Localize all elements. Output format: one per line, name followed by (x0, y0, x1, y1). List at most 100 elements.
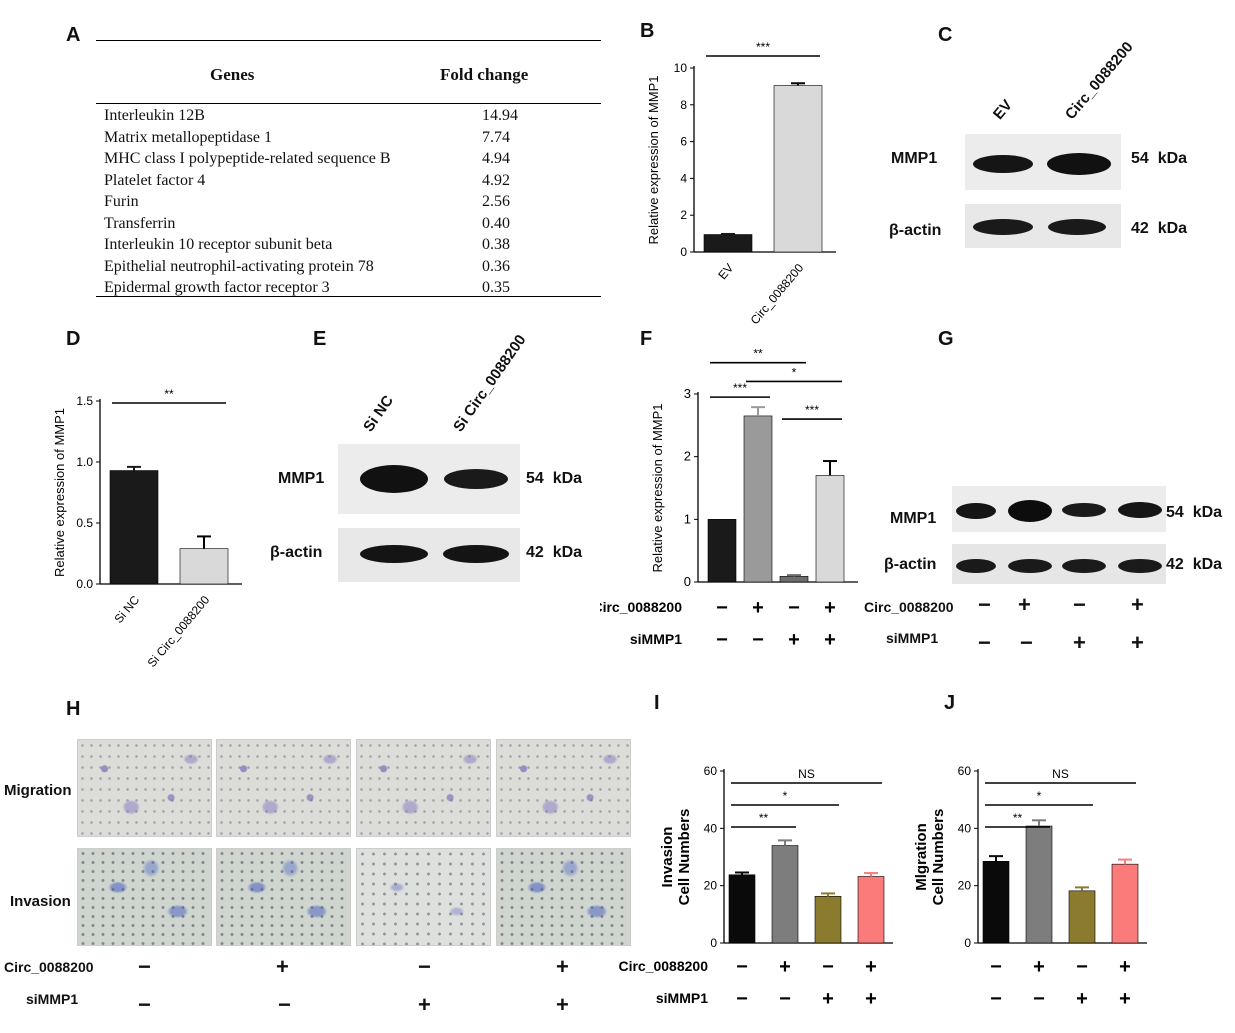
significance-label: ** (164, 387, 174, 401)
row2-sign: + (824, 629, 836, 651)
x-tick-label: Si Circ_0088200 (145, 593, 213, 670)
fold-change-value: 0.35 (482, 279, 510, 296)
h-row2-sign: − (278, 992, 291, 1017)
blot-c-band-actin-label: β-actin (889, 222, 942, 239)
table-row: Platelet factor 4 4.92 (104, 172, 601, 193)
y-tick-label: 0.0 (76, 577, 93, 591)
y-tick-label: 8 (680, 98, 687, 112)
micrograph-migration-2 (216, 739, 351, 837)
panel-label-b: B (640, 20, 655, 42)
row2-sign: − (990, 988, 1002, 1010)
y-axis-label: Relative expression of MMP1 (52, 408, 67, 577)
blot-e-band-mmp1-label: MMP1 (278, 470, 325, 487)
row1-sign: − (1076, 956, 1088, 978)
row-label-migration: Migration (4, 782, 72, 799)
panel-label-a: A (66, 24, 81, 46)
panel-label-d: D (66, 328, 81, 350)
gene-name: MHC class I polypeptide-related sequence… (104, 150, 391, 167)
y-tick-label: 1 (684, 511, 691, 526)
y-tick-label: 10 (674, 61, 688, 75)
significance-label: * (792, 365, 797, 379)
bar (814, 895, 842, 944)
y-tick-label: 1.5 (76, 394, 93, 408)
panel-label-g: G (938, 328, 954, 350)
fold-change-value: 0.38 (482, 236, 510, 253)
y-tick-label: 0 (964, 936, 971, 950)
row2-sign: − (716, 629, 728, 651)
y-axis-label: Invasion (659, 827, 676, 888)
gene-name: Platelet factor 4 (104, 171, 206, 189)
blot-g-row1-label: Circ_0088200 (864, 599, 954, 615)
row1-sign: + (1033, 956, 1045, 978)
table-row: Furin 2.56 (104, 193, 601, 214)
y-tick-label: 20 (704, 879, 718, 893)
y-tick-label: 0 (680, 245, 687, 259)
panel-label-i: I (654, 692, 660, 714)
h-row1-sign: − (138, 954, 151, 979)
y-axis-label: Relative expression of MMP1 (646, 75, 661, 244)
y-tick-label: 40 (958, 821, 972, 835)
gene-name: Furin (104, 193, 139, 210)
blot-g-row2-sign: + (1131, 630, 1144, 655)
y-tick-label: 60 (704, 764, 718, 778)
table-header-fold-change: Fold change (440, 65, 529, 84)
row2-sign: + (1076, 988, 1088, 1010)
h-row1-sign: − (418, 954, 431, 979)
row2-sign: − (736, 988, 748, 1010)
h-row1-sign: + (556, 954, 569, 979)
significance-label: ** (1013, 811, 1023, 825)
y-tick-label: 0.5 (76, 516, 93, 530)
blot-g-kda-54: 54 kDa (1166, 504, 1223, 521)
y-axis-label: Cell Numbers (930, 809, 947, 906)
h-row2-sign: + (418, 992, 431, 1017)
gene-name: Matrix metallopeptidase 1 (104, 128, 272, 146)
y-tick-label: 40 (704, 821, 718, 835)
y-tick-label: 60 (958, 764, 972, 778)
western-blot-c: EV Circ_0088200 MMP1 β-actin 54 kDa 42 k… (889, 39, 1225, 260)
y-tick-label: 6 (680, 135, 687, 149)
y-tick-label: 3 (684, 386, 691, 401)
row1-label: Circ_0088200 (600, 599, 682, 615)
panel-h-micrographs: Migration Invasion Circ_0088200 siMMP1 −… (0, 730, 640, 1030)
bar (857, 876, 885, 944)
fold-change-value: 14.94 (482, 107, 518, 124)
panel-label-e: E (313, 328, 327, 350)
significance-label: NS (1052, 767, 1069, 781)
micrograph-migration-3 (356, 739, 491, 837)
bar (779, 576, 809, 583)
x-tick-label: Si NC (111, 593, 142, 626)
row2-sign: + (788, 629, 800, 651)
chart-b-mmp1-expression: 0 2 4 6 8 10 Relative expression of MMP1 EV Circ… (646, 40, 836, 327)
bar (1068, 890, 1096, 944)
micrograph-migration-1 (77, 739, 212, 837)
chart-d-mmp1-expression: 0.0 0.5 1.0 1.5 Relative expression of MMP1 S… (52, 387, 242, 670)
significance-label: *** (756, 40, 770, 54)
micrograph-invasion-4 (496, 848, 631, 946)
blot-e-band-actin-label: β-actin (270, 544, 323, 561)
table-row: Interleukin 10 receptor subunit beta 0.38 (104, 236, 601, 257)
fold-change-value: 0.36 (482, 257, 510, 275)
h-row2-sign: + (556, 992, 569, 1017)
row2-sign: + (822, 988, 834, 1010)
row1-sign: + (1119, 956, 1131, 978)
row1-sign: − (822, 956, 834, 978)
table-header-genes: Genes (210, 65, 255, 84)
row1-label: Circ_0088200 (618, 958, 708, 974)
blot-c-kda-42: 42 kDa (1131, 220, 1188, 237)
row1-sign: + (752, 597, 764, 619)
bar (179, 548, 229, 585)
table-row: Interleukin 12B 14.94 (104, 107, 601, 128)
row1-sign: − (716, 597, 728, 619)
blot-g-row1-sign: + (1131, 592, 1144, 617)
row1-sign: + (824, 597, 836, 619)
significance-label: ** (759, 811, 769, 825)
panel-label-j: J (944, 692, 956, 714)
bar (703, 234, 753, 253)
panel-label-c: C (938, 24, 953, 46)
micrograph-invasion-2 (216, 848, 351, 946)
y-axis-label: Mlgration (913, 823, 930, 891)
y-tick-label: 20 (958, 879, 972, 893)
y-tick-label: 4 (680, 171, 687, 185)
